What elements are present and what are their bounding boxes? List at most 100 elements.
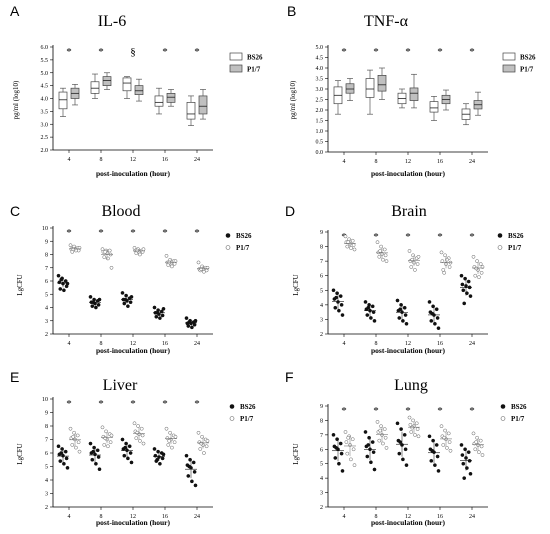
- y-tick-label: 7: [320, 433, 323, 439]
- legend-marker: [500, 404, 506, 409]
- y-tick-label: 4: [320, 476, 323, 482]
- group-BS26-8: [88, 295, 102, 310]
- y-tick-label: 4.0: [41, 97, 49, 103]
- data-point: [474, 266, 479, 271]
- data-point: [138, 439, 142, 443]
- panel-label: E: [10, 369, 19, 385]
- data-point: [397, 316, 402, 320]
- data-point: [161, 306, 166, 311]
- data-point: [382, 247, 387, 252]
- x-tick-label: 8: [100, 514, 103, 520]
- legend-label: P1/7: [247, 66, 261, 74]
- box-P1/7-4: [345, 78, 355, 101]
- group-BS26-16: [152, 305, 166, 320]
- group-P1/7-16: [164, 426, 178, 450]
- box-body: [102, 76, 112, 86]
- data-point: [445, 445, 449, 450]
- significance-mark: §: [130, 46, 136, 58]
- data-point: [377, 438, 382, 443]
- data-point: [128, 451, 133, 455]
- box-BS26-8: [90, 73, 100, 99]
- data-point: [62, 461, 66, 466]
- data-point: [56, 444, 61, 449]
- data-point: [77, 449, 82, 454]
- legend-label: P1/7: [520, 66, 534, 74]
- data-point: [410, 425, 415, 430]
- y-tick-label: 8: [45, 253, 48, 259]
- data-point: [461, 288, 466, 293]
- data-point: [427, 300, 432, 304]
- data-point: [126, 456, 130, 461]
- data-point: [382, 427, 387, 431]
- group-BS26-16: [427, 300, 441, 331]
- data-point: [350, 238, 355, 243]
- data-point: [479, 444, 484, 449]
- data-point: [75, 433, 80, 438]
- significance-mark: *: [66, 46, 72, 58]
- data-point: [478, 438, 483, 443]
- legend-marker: [229, 404, 235, 409]
- data-point: [378, 428, 383, 433]
- data-point: [434, 307, 439, 312]
- panel-D: DBrain234567894*8*12*16*24*post-inoculat…: [285, 203, 524, 355]
- box-BS26-16: [429, 95, 439, 121]
- y-tick-label: 4: [320, 303, 323, 309]
- box-body: [122, 77, 132, 92]
- data-point: [109, 433, 114, 438]
- y-tick-label: 1.0: [316, 129, 324, 135]
- legend-marker: [500, 416, 506, 421]
- data-point: [166, 443, 171, 447]
- x-tick-label: 8: [375, 159, 378, 165]
- data-point: [158, 316, 162, 320]
- y-tick-label: 6: [45, 279, 48, 285]
- data-point: [346, 435, 351, 440]
- data-point: [395, 421, 400, 426]
- data-point: [377, 254, 382, 259]
- panel-label: A: [10, 3, 20, 19]
- legend-swatch: [502, 64, 516, 73]
- x-tick-label: 24: [469, 159, 475, 165]
- group-BS26-24: [459, 443, 473, 480]
- group-BS26-16: [152, 447, 166, 466]
- legend-label: BS26: [240, 403, 256, 411]
- data-point: [367, 435, 371, 440]
- data-point: [103, 436, 108, 440]
- box-BS26-8: [365, 69, 375, 115]
- data-point: [369, 460, 373, 465]
- data-point: [366, 443, 371, 447]
- group-P1/7-16: [439, 424, 453, 453]
- x-tick-label: 12: [130, 157, 136, 163]
- chart-title: Blood: [101, 203, 140, 220]
- data-point: [65, 281, 70, 286]
- data-point: [442, 270, 447, 275]
- data-point: [338, 294, 343, 298]
- x-axis-label: post-inoculation (hour): [371, 169, 445, 178]
- group-P1/7-16: [164, 253, 178, 269]
- group-BS26-12: [395, 298, 409, 326]
- data-point: [372, 319, 377, 323]
- y-axis-label: LgCFU: [292, 274, 300, 295]
- data-point: [413, 268, 417, 272]
- data-point: [132, 421, 137, 426]
- data-point: [160, 313, 165, 318]
- y-tick-label: 8: [320, 418, 323, 424]
- data-point: [135, 430, 140, 435]
- data-point: [441, 443, 446, 447]
- y-tick-label: 2: [45, 505, 48, 511]
- legend-marker: [497, 233, 503, 238]
- data-point: [76, 440, 81, 445]
- data-point: [397, 451, 402, 456]
- data-point: [170, 445, 174, 450]
- data-point: [411, 418, 415, 423]
- data-point: [109, 265, 114, 270]
- data-point: [339, 303, 344, 307]
- data-point: [88, 295, 93, 299]
- y-tick-label: 2.0: [316, 108, 324, 114]
- data-point: [331, 433, 336, 437]
- x-tick-label: 4: [68, 157, 71, 163]
- data-point: [440, 259, 445, 263]
- data-point: [431, 438, 435, 443]
- panel-label: B: [287, 3, 296, 19]
- data-point: [434, 443, 439, 447]
